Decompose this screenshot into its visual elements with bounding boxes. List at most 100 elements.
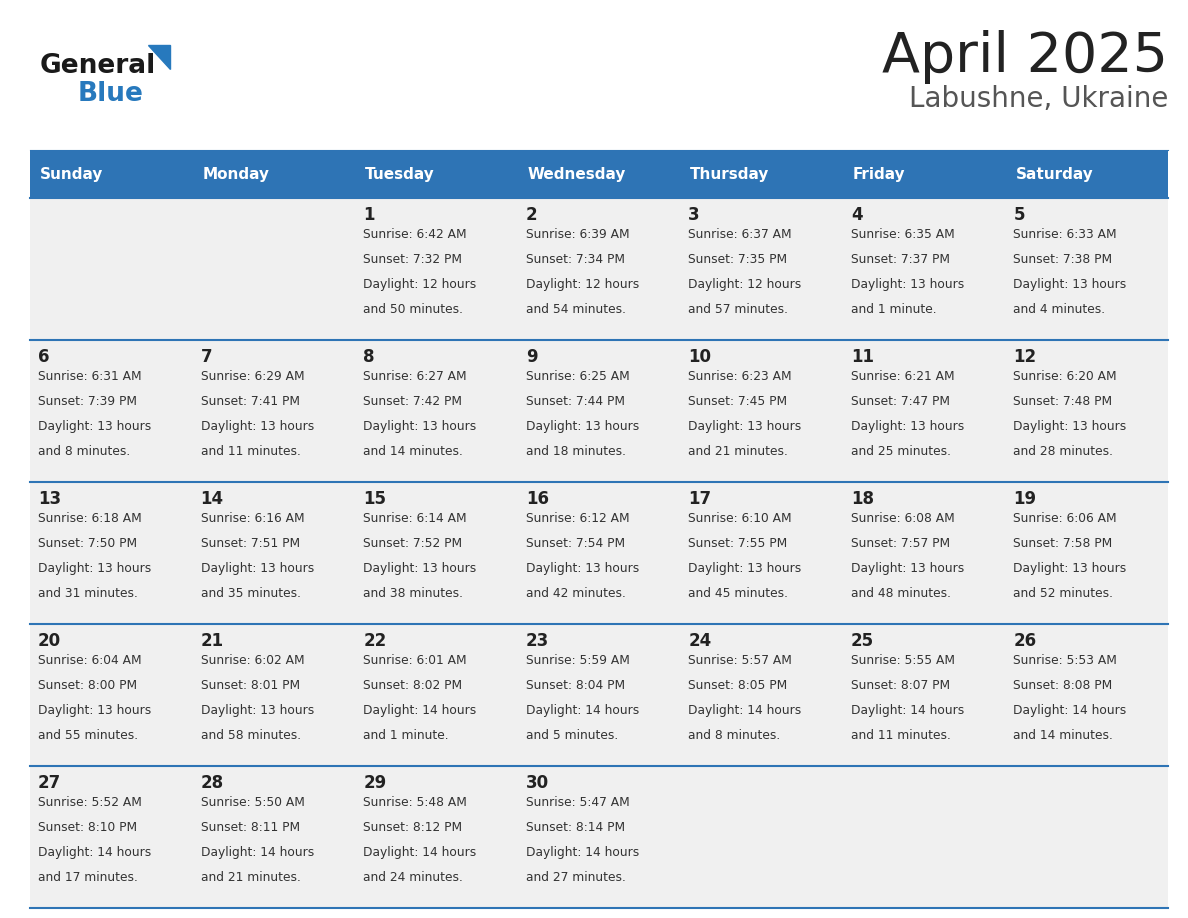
FancyBboxPatch shape [842,198,1005,340]
Text: and 17 minutes.: and 17 minutes. [38,870,138,883]
FancyBboxPatch shape [30,340,192,482]
Text: 24: 24 [688,632,712,650]
FancyBboxPatch shape [1005,482,1168,624]
Text: 4: 4 [851,206,862,224]
FancyBboxPatch shape [518,198,681,340]
Text: 1: 1 [364,206,374,224]
Text: Sunrise: 6:42 AM: Sunrise: 6:42 AM [364,228,467,241]
FancyBboxPatch shape [1005,150,1168,198]
Text: Sunset: 8:04 PM: Sunset: 8:04 PM [526,678,625,692]
Text: Daylight: 14 hours: Daylight: 14 hours [851,704,965,717]
Text: Sunday: Sunday [40,166,103,182]
Text: Sunset: 7:41 PM: Sunset: 7:41 PM [201,395,299,408]
Text: 22: 22 [364,632,386,650]
Text: and 57 minutes.: and 57 minutes. [688,303,789,316]
Text: Sunrise: 6:39 AM: Sunrise: 6:39 AM [526,228,630,241]
Text: Daylight: 13 hours: Daylight: 13 hours [851,562,965,575]
Text: Daylight: 13 hours: Daylight: 13 hours [38,562,151,575]
Text: Sunrise: 6:01 AM: Sunrise: 6:01 AM [364,654,467,667]
Text: Sunset: 7:42 PM: Sunset: 7:42 PM [364,395,462,408]
Text: Daylight: 14 hours: Daylight: 14 hours [688,704,802,717]
Text: and 35 minutes.: and 35 minutes. [201,587,301,599]
Text: 30: 30 [526,774,549,792]
Text: Sunset: 7:48 PM: Sunset: 7:48 PM [1013,395,1112,408]
Text: and 54 minutes.: and 54 minutes. [526,303,626,316]
Text: Blue: Blue [78,81,144,107]
FancyBboxPatch shape [681,766,842,908]
FancyBboxPatch shape [1005,766,1168,908]
Text: Sunrise: 6:35 AM: Sunrise: 6:35 AM [851,228,955,241]
Text: Daylight: 13 hours: Daylight: 13 hours [1013,420,1126,432]
FancyBboxPatch shape [842,766,1005,908]
Text: Sunset: 7:35 PM: Sunset: 7:35 PM [688,252,788,266]
Text: 12: 12 [1013,348,1037,366]
Text: and 38 minutes.: and 38 minutes. [364,587,463,599]
Text: Sunrise: 6:12 AM: Sunrise: 6:12 AM [526,512,630,525]
Text: and 21 minutes.: and 21 minutes. [201,870,301,883]
Text: Sunset: 7:47 PM: Sunset: 7:47 PM [851,395,950,408]
Text: Sunrise: 6:23 AM: Sunrise: 6:23 AM [688,370,792,383]
Text: Sunset: 7:57 PM: Sunset: 7:57 PM [851,537,950,550]
Text: and 42 minutes.: and 42 minutes. [526,587,626,599]
Text: Daylight: 14 hours: Daylight: 14 hours [364,845,476,858]
Text: 18: 18 [851,490,874,508]
Text: Sunset: 7:34 PM: Sunset: 7:34 PM [526,252,625,266]
Text: and 8 minutes.: and 8 minutes. [688,729,781,742]
Text: 13: 13 [38,490,61,508]
Text: Daylight: 13 hours: Daylight: 13 hours [1013,562,1126,575]
FancyBboxPatch shape [30,766,192,908]
Text: Daylight: 13 hours: Daylight: 13 hours [851,420,965,432]
Text: Sunset: 7:51 PM: Sunset: 7:51 PM [201,537,299,550]
Text: Sunset: 7:38 PM: Sunset: 7:38 PM [1013,252,1112,266]
FancyBboxPatch shape [1005,198,1168,340]
Text: Daylight: 13 hours: Daylight: 13 hours [201,562,314,575]
Text: and 1 minute.: and 1 minute. [364,729,449,742]
Text: General: General [40,53,157,79]
Text: Friday: Friday [853,166,905,182]
Text: 17: 17 [688,490,712,508]
FancyBboxPatch shape [681,482,842,624]
Text: 21: 21 [201,632,223,650]
Text: Monday: Monday [203,166,270,182]
Text: Sunrise: 6:20 AM: Sunrise: 6:20 AM [1013,370,1117,383]
Text: Daylight: 14 hours: Daylight: 14 hours [526,845,639,858]
FancyBboxPatch shape [1005,624,1168,766]
Text: and 31 minutes.: and 31 minutes. [38,587,138,599]
Text: Sunrise: 5:48 AM: Sunrise: 5:48 AM [364,796,467,809]
Text: and 11 minutes.: and 11 minutes. [201,444,301,457]
Text: Sunrise: 6:18 AM: Sunrise: 6:18 AM [38,512,141,525]
FancyBboxPatch shape [681,624,842,766]
Text: Sunset: 7:32 PM: Sunset: 7:32 PM [364,252,462,266]
Text: Sunrise: 6:06 AM: Sunrise: 6:06 AM [1013,512,1117,525]
Text: 3: 3 [688,206,700,224]
Text: Daylight: 13 hours: Daylight: 13 hours [1013,278,1126,291]
Text: 10: 10 [688,348,712,366]
FancyBboxPatch shape [192,150,355,198]
Text: Sunset: 8:12 PM: Sunset: 8:12 PM [364,821,462,834]
FancyBboxPatch shape [681,198,842,340]
FancyBboxPatch shape [518,482,681,624]
FancyBboxPatch shape [518,150,681,198]
FancyBboxPatch shape [842,482,1005,624]
Text: Sunset: 8:14 PM: Sunset: 8:14 PM [526,821,625,834]
FancyBboxPatch shape [30,624,192,766]
Text: Sunset: 7:52 PM: Sunset: 7:52 PM [364,537,462,550]
Text: Sunrise: 5:50 AM: Sunrise: 5:50 AM [201,796,304,809]
Text: Daylight: 13 hours: Daylight: 13 hours [688,420,802,432]
Text: Sunrise: 6:14 AM: Sunrise: 6:14 AM [364,512,467,525]
FancyBboxPatch shape [192,624,355,766]
Text: and 5 minutes.: and 5 minutes. [526,729,618,742]
FancyBboxPatch shape [355,198,518,340]
Text: Sunrise: 6:27 AM: Sunrise: 6:27 AM [364,370,467,383]
Text: Daylight: 13 hours: Daylight: 13 hours [851,278,965,291]
Text: Daylight: 13 hours: Daylight: 13 hours [364,562,476,575]
FancyBboxPatch shape [681,340,842,482]
Text: Sunset: 7:37 PM: Sunset: 7:37 PM [851,252,950,266]
Text: 16: 16 [526,490,549,508]
FancyBboxPatch shape [518,766,681,908]
FancyBboxPatch shape [355,340,518,482]
Text: Sunrise: 6:25 AM: Sunrise: 6:25 AM [526,370,630,383]
Text: and 11 minutes.: and 11 minutes. [851,729,950,742]
FancyBboxPatch shape [355,766,518,908]
FancyBboxPatch shape [192,198,355,340]
